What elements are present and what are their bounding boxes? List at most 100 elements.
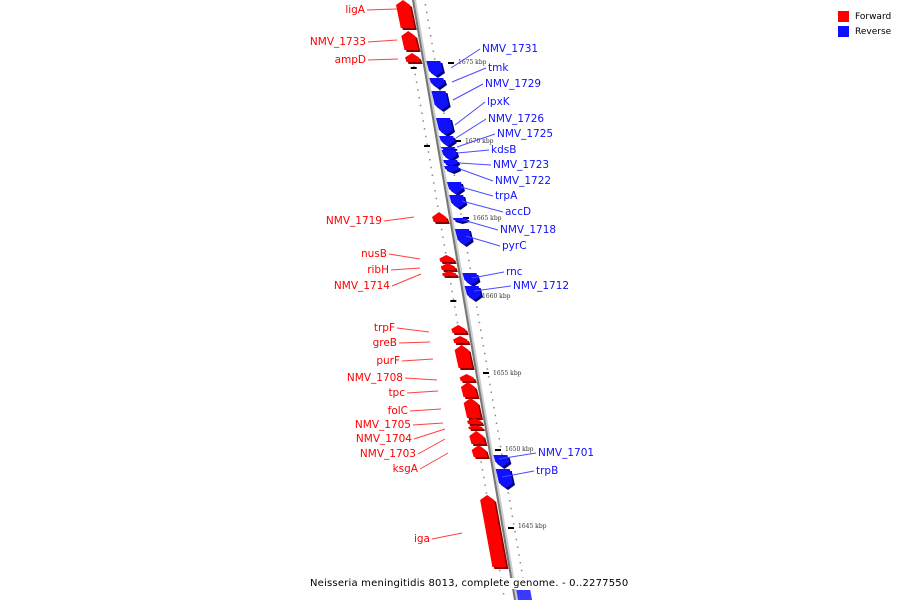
minor-tick-right — [486, 368, 489, 370]
gene-nmv-1718-arrow — [453, 218, 468, 222]
gene-rnc-arrow — [462, 273, 479, 285]
forward-swatch — [838, 11, 849, 22]
gene-nmv-1722-arrow — [444, 166, 460, 172]
minor-tick-right — [431, 42, 433, 45]
gene-pyrc-arrow — [454, 229, 472, 245]
minor-tick-right — [491, 399, 494, 401]
tick-label: 1670 kbp — [465, 138, 494, 145]
minor-tick-right — [497, 430, 499, 432]
minor-tick-left — [440, 228, 443, 231]
minor-tick-right — [424, 4, 427, 6]
gene-tmk-leader — [451, 67, 487, 83]
minor-tick-right — [490, 391, 493, 393]
gene-trpb-label: trpB — [536, 465, 558, 477]
gene-nmv-1703-arrow — [469, 431, 486, 444]
minor-tick-left — [432, 182, 435, 184]
reverse-swatch — [838, 26, 849, 37]
gene-purf-leader — [401, 358, 434, 362]
minor-tick-left — [427, 151, 430, 153]
minor-tick-right — [519, 562, 522, 564]
gene-nmv-1729-arrow — [431, 91, 449, 110]
gene-nmv-1723-arrow — [443, 160, 459, 166]
gene-nmv-1726-leader — [455, 118, 487, 139]
minor-tick-left — [414, 73, 417, 76]
gene-nmv-1712-label: NMV_1712 — [513, 280, 569, 292]
gene-nmv-1731-arrow — [426, 61, 443, 76]
gene-nmv-1705-leader — [412, 422, 444, 426]
gene-nmv-1714-leader — [391, 273, 422, 287]
gene-trpf-arrow — [451, 325, 467, 333]
minor-tick-left — [430, 166, 432, 169]
gene-ampd-leader — [367, 58, 399, 61]
legend-forward-label: Forward — [855, 11, 892, 22]
gene-nmv-1722-label: NMV_1722 — [495, 175, 551, 187]
gene-nmv-1719-leader — [383, 216, 415, 222]
gene-folc-arrow — [463, 398, 482, 418]
minor-tick-left — [421, 112, 423, 114]
gene-accd-leader — [461, 200, 504, 213]
minor-tick-left — [481, 469, 484, 471]
gene-nmv-1723-label: NMV_1723 — [493, 159, 549, 171]
minor-tick-left — [444, 252, 447, 254]
major-tick-mark — [508, 527, 514, 529]
gene-trpa-arrow — [446, 182, 463, 194]
gene-nusb-arrow — [439, 255, 455, 262]
tick-label: 1650 kbp — [505, 446, 534, 453]
gene-nmv-1704-leader — [413, 428, 446, 440]
gene-nmv-1714-label: NMV_1714 — [334, 280, 390, 292]
minor-tick-left — [451, 290, 453, 293]
minor-tick-left — [454, 306, 456, 308]
minor-tick-right — [512, 523, 515, 525]
minor-tick-right — [480, 329, 482, 331]
gene-nmv-1712-leader — [473, 285, 512, 292]
minor-tick-right — [483, 352, 486, 355]
minor-tick-right — [501, 453, 503, 455]
gene-nmv-1701-label: NMV_1701 — [538, 447, 594, 459]
minor-tick-right — [478, 321, 481, 324]
minor-tick-right — [516, 546, 519, 548]
minor-tick-left — [452, 298, 455, 300]
gene-trpb-leader — [501, 470, 535, 478]
minor-tick-right — [481, 337, 483, 339]
gene-trpf-label: trpF — [374, 322, 395, 334]
minor-tick-right — [485, 360, 487, 362]
minor-tick-right — [509, 500, 511, 502]
gene-kdsb-arrow — [441, 150, 458, 160]
minor-tick-right — [489, 383, 491, 386]
gene-nmv-1723-leader — [458, 162, 492, 166]
gene-nmv-1705-label: NMV_1705 — [355, 419, 411, 431]
gene-liga-leader — [366, 8, 398, 11]
minor-tick-left — [426, 143, 428, 145]
gene-nmv-1733-label: NMV_1733 — [310, 36, 366, 48]
gene-nmv-1708-arrow — [459, 374, 475, 381]
gene-accd-label: accD — [505, 206, 531, 218]
minor-tick-left — [485, 492, 488, 494]
gene-ksga-arrow — [471, 445, 488, 457]
tick-label: 1665 kbp — [473, 215, 502, 222]
gene-purf-label: purF — [376, 355, 400, 367]
minor-tick-left — [417, 89, 419, 91]
gene-partial-reverse-arrow — [516, 590, 532, 600]
major-tick-mark — [455, 140, 461, 142]
minor-tick-right — [487, 376, 490, 378]
minor-tick-right — [466, 252, 469, 254]
gene-nmv-1701-leader — [498, 452, 537, 460]
minor-tick-left — [480, 461, 482, 463]
gene-nusb-leader — [388, 253, 421, 260]
minor-tick-right — [511, 515, 514, 517]
gene-nmv-1719-arrow — [432, 212, 448, 222]
legend-reverse-label: Reverse — [855, 26, 892, 37]
minor-tick-right — [510, 507, 512, 510]
minor-tick-left — [423, 128, 426, 130]
gene-folc-label: folC — [388, 405, 408, 417]
gene-tmk-arrow — [429, 78, 445, 88]
gene-nmv-1704-arrow — [468, 425, 483, 429]
gene-nmv-1726-label: NMV_1726 — [488, 113, 544, 125]
major-tick-mark-left — [423, 145, 430, 147]
minor-tick-left — [418, 97, 420, 99]
minor-tick-right — [468, 259, 470, 262]
minor-tick-right — [439, 89, 441, 91]
gene-nmv-1705-arrow — [467, 418, 483, 424]
minor-tick-right — [432, 50, 435, 52]
minor-tick-right — [514, 531, 516, 533]
